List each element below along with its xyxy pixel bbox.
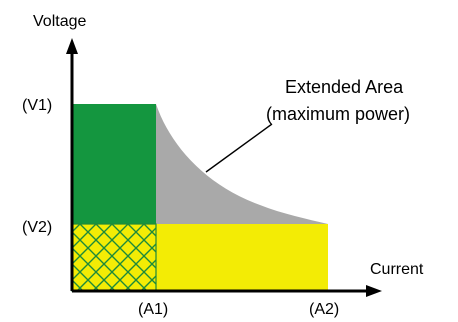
annotation-title: Extended Area	[285, 77, 404, 97]
annotation-subtitle: (maximum power)	[266, 104, 410, 124]
extended-area-region	[156, 104, 328, 224]
y-axis-label: Voltage	[33, 13, 86, 30]
x-axis-arrowhead	[366, 285, 382, 297]
tick-label-a1: (A1)	[138, 301, 168, 318]
green-region	[72, 104, 156, 224]
tick-label-a2: (A2)	[309, 301, 339, 318]
tick-label-v1: (V1)	[22, 97, 52, 114]
tick-label-v2: (V2)	[22, 219, 52, 236]
x-axis-label: Current	[370, 261, 424, 278]
y-axis-arrowhead	[66, 38, 78, 54]
crosshatch-region	[72, 224, 156, 291]
annotation-leader-line	[205, 123, 273, 173]
